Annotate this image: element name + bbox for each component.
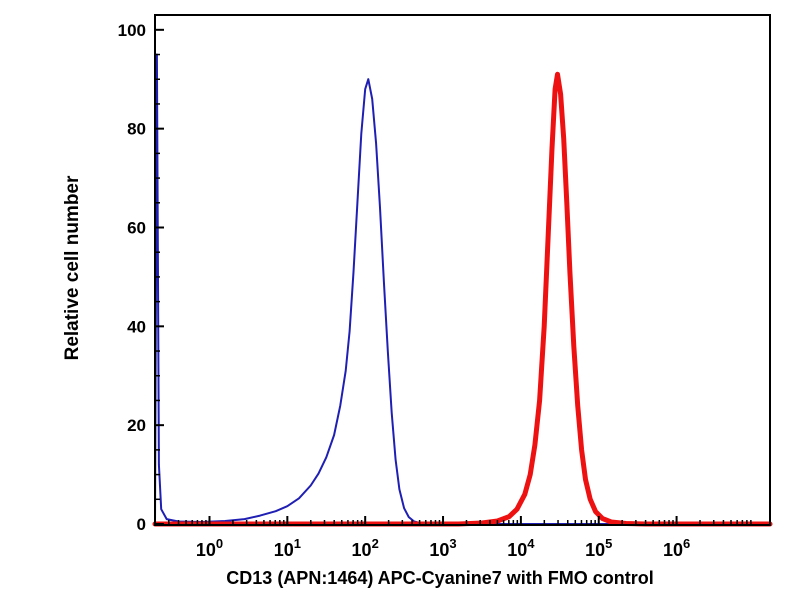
fmo-control-curve: [154, 53, 771, 525]
x-tick-label: 103: [429, 536, 456, 560]
x-axis-title: CD13 (APN:1464) APC-Cyanine7 with FMO co…: [226, 568, 654, 588]
y-axis-title: Relative cell number: [62, 175, 83, 361]
cd13-apc-cyanine7-curve: [152, 71, 773, 527]
x-tick-label: 102: [352, 536, 379, 560]
y-tick-label: 100: [118, 21, 146, 40]
x-tick-label: 101: [274, 536, 301, 560]
y-tick-label: 0: [137, 515, 146, 534]
x-tick-label: 106: [663, 536, 690, 560]
y-tick-label: 40: [127, 317, 146, 336]
x-tick-label: 100: [196, 536, 223, 560]
y-tick-label: 20: [127, 416, 146, 435]
y-tick-label: 60: [127, 218, 146, 237]
x-tick-label: 104: [507, 536, 535, 560]
plot-frame: [154, 14, 771, 526]
x-tick-label: 105: [585, 536, 612, 560]
y-tick-label: 80: [127, 120, 146, 139]
